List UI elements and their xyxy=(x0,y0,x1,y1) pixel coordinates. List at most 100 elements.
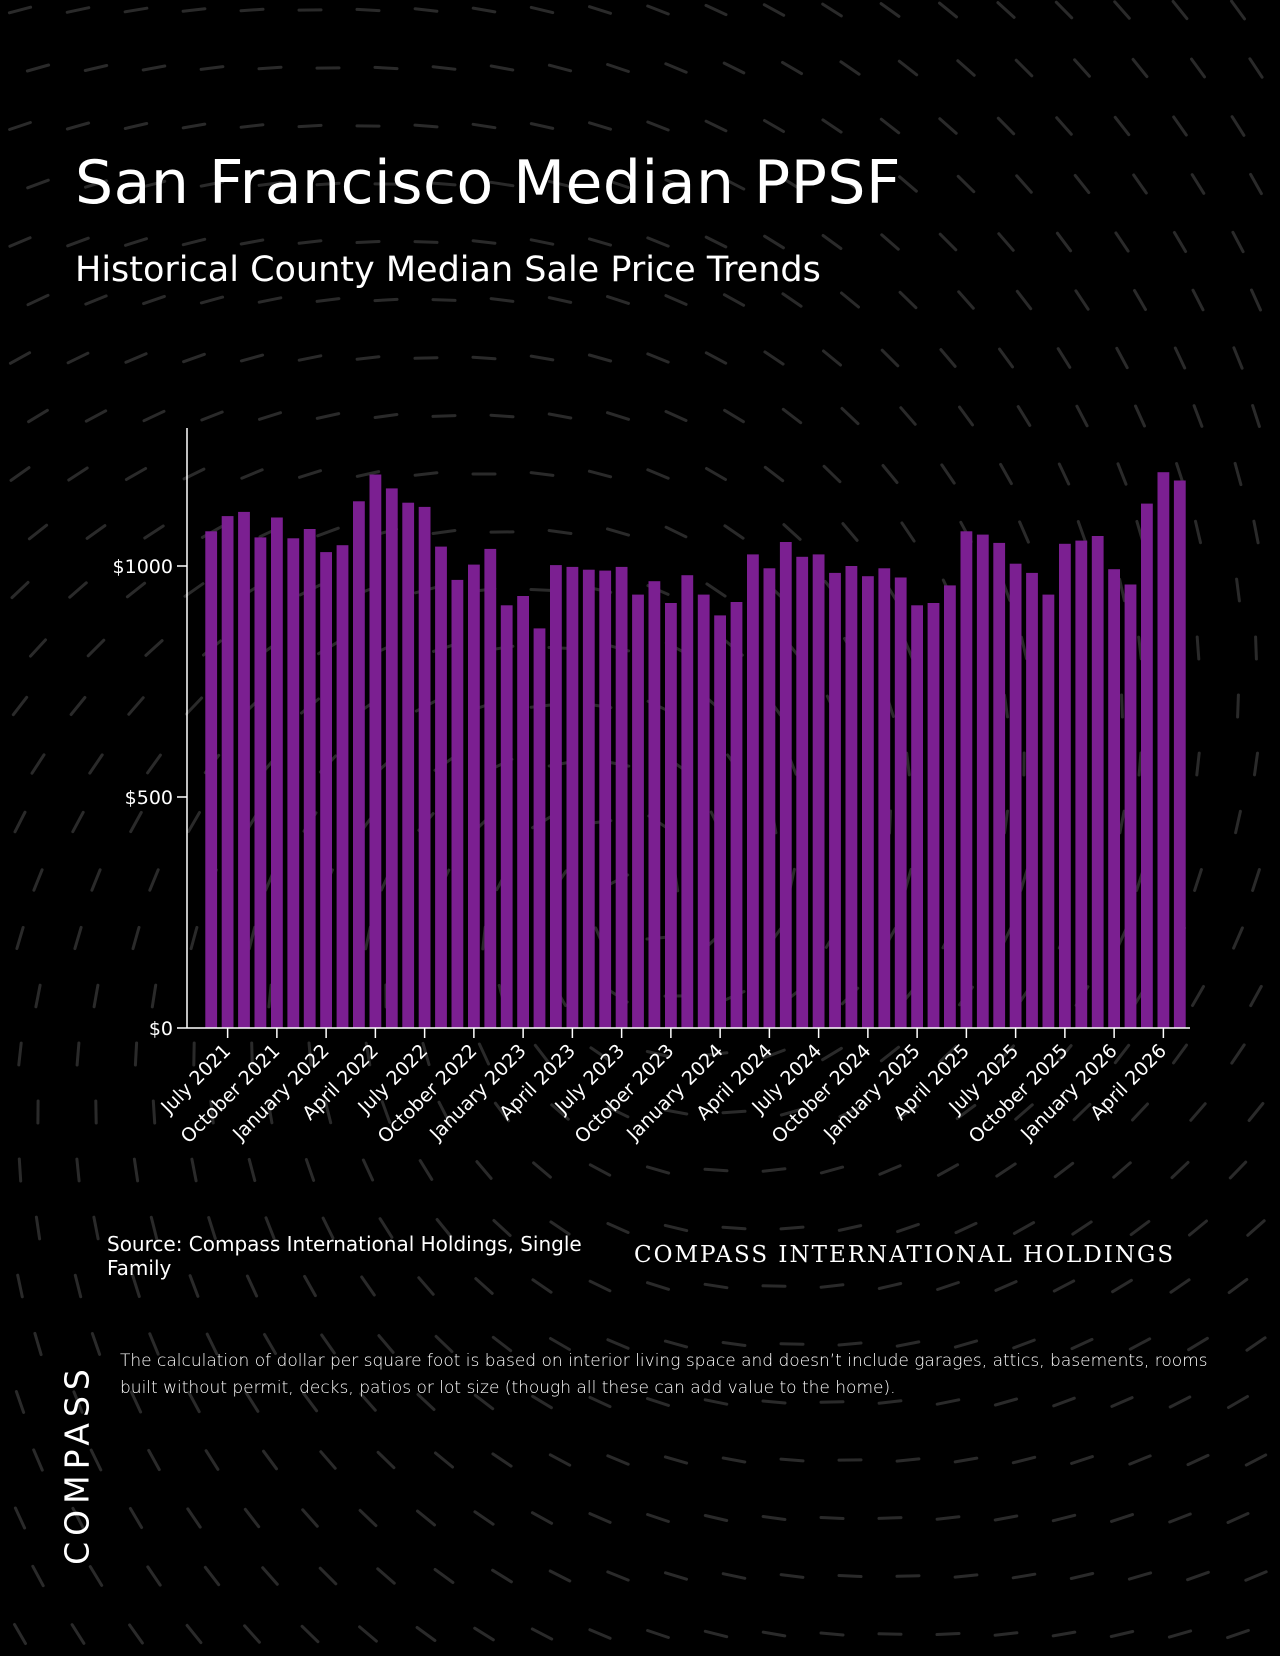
bar-june-2021 xyxy=(205,531,218,1028)
bar-november-2024 xyxy=(878,568,891,1028)
background-dash xyxy=(26,293,50,307)
background-dash xyxy=(663,1339,689,1349)
background-dash xyxy=(132,1157,140,1183)
background-dash xyxy=(72,1390,84,1414)
background-dash xyxy=(779,1573,805,1579)
background-dash xyxy=(66,236,90,248)
background-dash xyxy=(529,238,555,246)
background-dash xyxy=(92,1215,100,1241)
background-dash xyxy=(7,5,33,15)
background-dash xyxy=(32,868,44,892)
bar-february-2023 xyxy=(533,628,546,1028)
background-dash xyxy=(184,696,204,716)
background-dash xyxy=(263,1333,277,1355)
background-dash xyxy=(1118,809,1126,835)
background-dash xyxy=(1191,985,1205,1007)
background-dash xyxy=(297,123,323,129)
background-dash xyxy=(83,64,109,72)
background-dash xyxy=(531,1278,553,1294)
background-dash xyxy=(29,638,47,658)
bar-june-2025 xyxy=(993,542,1006,1028)
background-dash xyxy=(8,236,32,248)
background-dash xyxy=(705,582,727,598)
background-dash xyxy=(128,1623,144,1645)
background-dash xyxy=(1113,115,1131,137)
background-dash xyxy=(588,237,612,247)
background-dash xyxy=(1076,520,1088,544)
background-dash xyxy=(199,65,225,71)
background-dash xyxy=(474,1277,494,1295)
background-dash xyxy=(8,121,32,131)
background-dash xyxy=(359,1392,377,1412)
background-dash xyxy=(471,355,497,361)
background-dash xyxy=(437,1100,451,1124)
background-dash xyxy=(781,176,803,192)
background-dash xyxy=(431,298,457,302)
background-dash xyxy=(958,405,974,427)
bar-april-2026 xyxy=(1157,472,1170,1028)
background-dash xyxy=(141,64,167,72)
background-dash xyxy=(1195,635,1201,661)
background-dash xyxy=(1235,577,1241,603)
background-dash xyxy=(142,409,166,423)
background-dash xyxy=(1070,1455,1094,1465)
bar-february-2026 xyxy=(1124,584,1137,1028)
background-dash xyxy=(1236,693,1240,719)
background-dash xyxy=(762,3,786,17)
background-dash xyxy=(358,1508,378,1528)
background-dash xyxy=(491,1568,513,1584)
background-dash xyxy=(1073,58,1091,78)
background-dash xyxy=(547,529,573,535)
bar-february-2022 xyxy=(336,545,349,1028)
background-dash xyxy=(358,1625,378,1643)
background-dash xyxy=(1192,404,1204,428)
bar-may-2025 xyxy=(976,534,989,1028)
background-dash xyxy=(1234,809,1242,835)
background-dash xyxy=(431,414,457,418)
bar-july-2025 xyxy=(1009,563,1022,1028)
background-dash xyxy=(316,526,340,538)
background-dash xyxy=(431,529,457,535)
background-dash xyxy=(304,1158,316,1182)
background-dash xyxy=(841,522,859,542)
y-tick-label: $0 xyxy=(149,1018,173,1040)
background-dash xyxy=(1074,289,1090,311)
background-dash xyxy=(181,122,207,130)
bar-december-2022 xyxy=(500,605,513,1028)
background-dash xyxy=(1114,231,1130,253)
bar-september-2022 xyxy=(451,579,464,1028)
background-dash xyxy=(531,1394,553,1410)
background-dash xyxy=(898,175,918,193)
bar-july-2024 xyxy=(812,554,825,1028)
background-dash xyxy=(953,1456,979,1464)
background-dash xyxy=(899,406,917,426)
background-dash xyxy=(995,1162,1017,1178)
background-dash xyxy=(1194,519,1202,545)
background-dash xyxy=(664,1571,688,1581)
bar-december-2021 xyxy=(303,529,316,1028)
background-dash xyxy=(530,1511,554,1525)
background-dash xyxy=(900,521,916,543)
background-dash xyxy=(997,232,1015,252)
background-dash xyxy=(245,1274,259,1298)
background-dash xyxy=(645,1165,671,1175)
background-dash xyxy=(782,523,802,541)
background-dash xyxy=(187,1390,201,1414)
background-dash xyxy=(13,810,27,834)
background-dash xyxy=(532,1161,552,1179)
background-dash xyxy=(821,234,843,250)
background-dash xyxy=(323,1099,333,1125)
background-dash xyxy=(183,582,205,598)
background-dash xyxy=(189,925,199,951)
background-dash xyxy=(606,1105,630,1119)
background-dash xyxy=(839,60,861,76)
background-dash xyxy=(879,2,901,18)
background-dash xyxy=(1053,1161,1075,1179)
background-dash xyxy=(550,1103,570,1121)
background-dash xyxy=(127,696,145,716)
background-dash xyxy=(1251,868,1261,892)
background-dash xyxy=(1137,635,1143,661)
background-dash xyxy=(993,1631,1019,1637)
background-dash xyxy=(547,63,573,73)
bar-august-2024 xyxy=(829,572,841,1028)
